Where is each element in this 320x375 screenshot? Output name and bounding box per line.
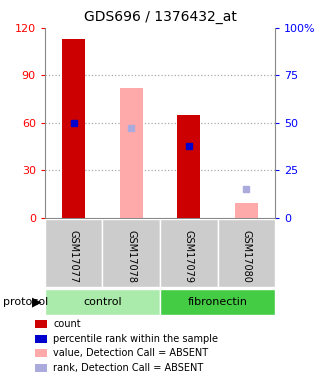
Title: GDS696 / 1376432_at: GDS696 / 1376432_at	[84, 10, 236, 24]
Bar	[120, 88, 143, 218]
Bar	[177, 115, 200, 218]
Bar	[45, 219, 102, 287]
Text: protocol: protocol	[3, 297, 48, 307]
Text: value, Detection Call = ABSENT: value, Detection Call = ABSENT	[53, 348, 208, 358]
Bar	[35, 349, 47, 357]
Bar	[45, 289, 160, 315]
Text: percentile rank within the sample: percentile rank within the sample	[53, 334, 218, 344]
Bar	[35, 364, 47, 372]
Bar	[35, 334, 47, 343]
Text: control: control	[83, 297, 122, 307]
Bar	[35, 320, 47, 328]
Text: fibronectin: fibronectin	[188, 297, 248, 307]
Text: GSM17080: GSM17080	[241, 230, 252, 282]
Text: GSM17077: GSM17077	[68, 230, 79, 283]
Bar	[102, 219, 160, 287]
Bar	[235, 203, 258, 217]
Text: ▶: ▶	[32, 296, 42, 308]
Bar	[160, 219, 218, 287]
Bar	[218, 219, 275, 287]
Text: count: count	[53, 319, 81, 329]
Bar	[160, 289, 275, 315]
Text: rank, Detection Call = ABSENT: rank, Detection Call = ABSENT	[53, 363, 204, 373]
Text: GSM17078: GSM17078	[126, 230, 136, 282]
Bar	[62, 39, 85, 218]
Text: GSM17079: GSM17079	[184, 230, 194, 282]
